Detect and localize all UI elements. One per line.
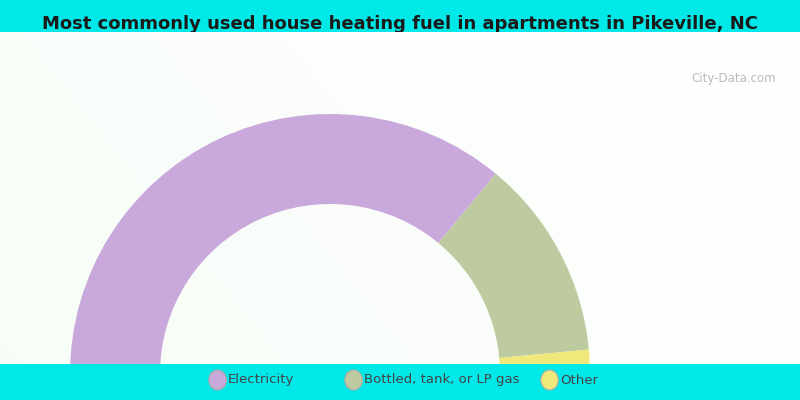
Wedge shape (70, 114, 496, 374)
Text: City-Data.com: City-Data.com (691, 72, 776, 85)
Wedge shape (438, 174, 589, 358)
Wedge shape (499, 350, 590, 374)
Ellipse shape (209, 370, 226, 390)
Text: Bottled, tank, or LP gas: Bottled, tank, or LP gas (364, 374, 519, 386)
Text: Other: Other (560, 374, 598, 386)
Text: Electricity: Electricity (228, 374, 294, 386)
Ellipse shape (541, 370, 558, 390)
Text: Most commonly used house heating fuel in apartments in Pikeville, NC: Most commonly used house heating fuel in… (42, 15, 758, 33)
Ellipse shape (345, 370, 362, 390)
